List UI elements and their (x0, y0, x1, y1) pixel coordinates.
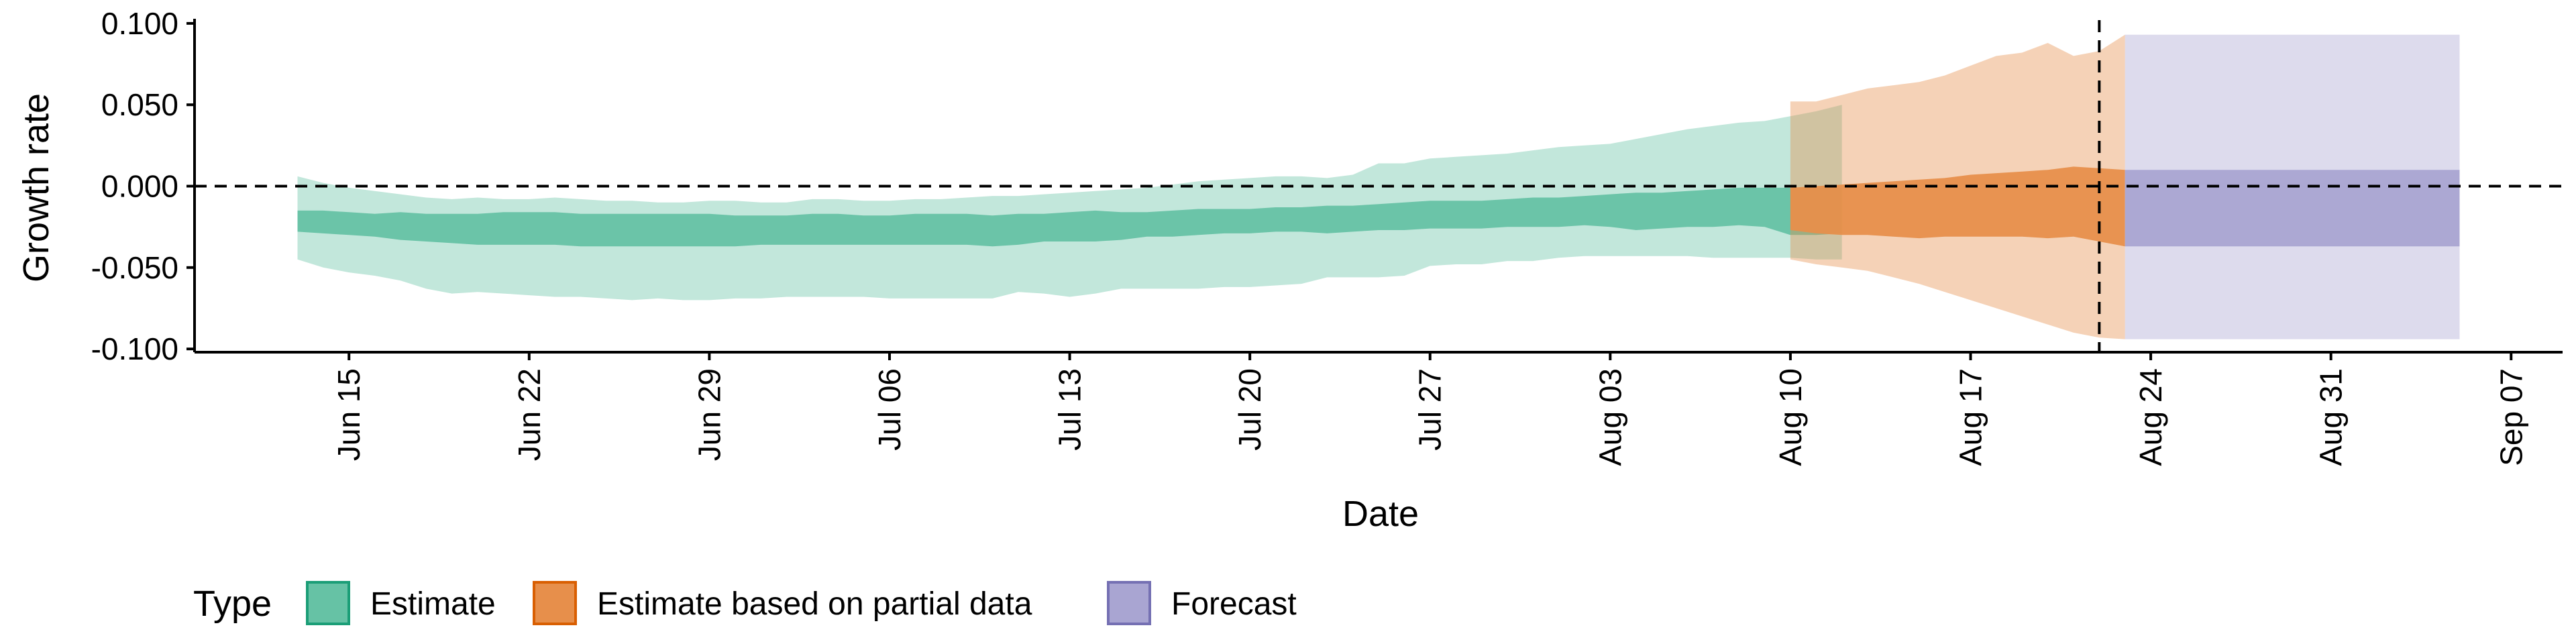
x-tick-label: Jun 22 (512, 368, 547, 461)
y-tick-label: 0.050 (101, 87, 178, 122)
x-tick-label: Aug 17 (1953, 368, 1988, 466)
x-axis-ticks: Jun 15 Jun 22 Jun 29 Jul 06 Jul 13 Jul 20 Jul … (331, 352, 2528, 466)
legend-key-estimate (306, 581, 350, 625)
estimate-inner-band (297, 187, 1842, 247)
y-tick-label: 0.000 (101, 169, 178, 204)
y-axis-title: Growth rate (16, 93, 56, 282)
x-tick-label: Jun 29 (692, 368, 727, 461)
x-tick-label: Aug 03 (1593, 368, 1627, 466)
x-tick-label: Aug 31 (2314, 368, 2349, 466)
legend-title: Type (193, 584, 272, 624)
estimate-outer-band (297, 105, 1842, 301)
x-tick-label: Sep 07 (2493, 368, 2528, 466)
legend-key-forecast (1107, 581, 1151, 625)
forecast-inner-band (2125, 170, 2460, 247)
y-tick-label: 0.100 (101, 6, 178, 41)
x-axis-title: Date (1342, 494, 1419, 534)
x-tick-label: Jul 06 (872, 368, 907, 451)
legend-label-estimate: Estimate (370, 586, 496, 622)
legend-label-forecast: Forecast (1171, 586, 1297, 622)
legend: Type Estimate Estimate based on partial … (193, 581, 1297, 625)
x-tick-label: Jul 27 (1413, 368, 1448, 451)
legend-label-partial: Estimate based on partial data (597, 586, 1032, 622)
y-tick-label: -0.100 (91, 331, 178, 366)
x-tick-label: Aug 10 (1773, 368, 1808, 466)
x-tick-label: Jul 13 (1053, 368, 1087, 451)
x-tick-label: Jul 20 (1232, 368, 1267, 451)
x-tick-label: Aug 24 (2133, 368, 2168, 466)
reference-lines (195, 20, 2563, 352)
legend-key-partial (533, 581, 577, 625)
y-axis-ticks: 0.100 0.050 0.000 -0.050 -0.100 (91, 6, 195, 366)
x-tick-label: Jun 15 (331, 368, 366, 461)
y-tick-label: -0.050 (91, 250, 178, 285)
